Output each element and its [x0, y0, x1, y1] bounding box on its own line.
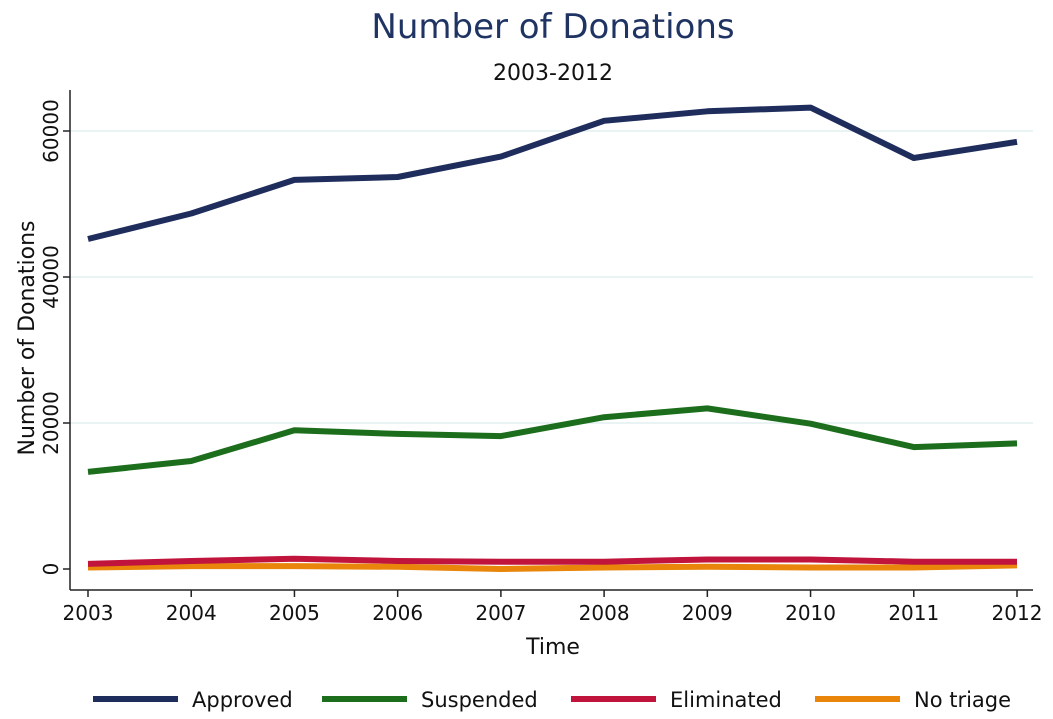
- x-tick-label: 2007: [475, 601, 526, 625]
- series-lines: [87, 104, 1018, 572]
- axes: 0 20000 40000 60000 2003 2004 2005 2006 2007 2008…: [39, 90, 1042, 625]
- x-tick-label: 2003: [63, 601, 114, 625]
- x-tick-label: 2010: [785, 601, 836, 625]
- y-axis-title: Number of Donations: [15, 221, 40, 456]
- legend-label-no-triage: No triage: [914, 688, 1011, 712]
- x-tick-label: 2009: [682, 601, 733, 625]
- y-tick-label: 20000: [39, 391, 63, 455]
- legend-label-suspended: Suspended: [421, 688, 538, 712]
- series-line-approved: [87, 104, 1018, 242]
- y-tick-label: 60000: [39, 99, 63, 163]
- chart-subtitle: 2003-2012: [493, 61, 613, 86]
- series-line-no-triage: [87, 562, 1018, 572]
- x-tick-label: 2012: [992, 601, 1043, 625]
- legend-label-eliminated: Eliminated: [670, 688, 782, 712]
- y-tick-label: 40000: [39, 245, 63, 309]
- x-tick-label: 2008: [579, 601, 630, 625]
- chart-title: Number of Donations: [371, 7, 734, 47]
- legend: Approved Suspended Eliminated No triage: [93, 688, 1011, 712]
- x-tick-label: 2004: [166, 601, 217, 625]
- x-tick-label: 2005: [269, 601, 320, 625]
- x-tick-label: 2011: [888, 601, 939, 625]
- y-tick-label: 0: [39, 563, 63, 576]
- x-tick-label: 2006: [372, 601, 423, 625]
- series-line-suspended: [87, 405, 1018, 475]
- gridlines: [70, 130, 1033, 424]
- series-line-eliminated: [87, 555, 1017, 567]
- x-axis-title: Time: [525, 635, 580, 660]
- legend-label-approved: Approved: [192, 688, 293, 712]
